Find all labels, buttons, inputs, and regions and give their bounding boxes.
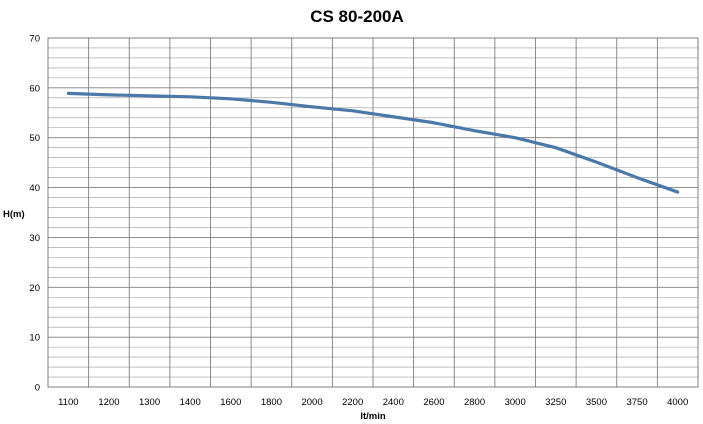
x-tick-label: 2200: [342, 397, 363, 408]
x-tick-label: 2600: [423, 397, 444, 408]
x-tick-label: 3250: [545, 397, 566, 408]
x-tick-label: 1200: [98, 397, 119, 408]
x-tick-label: 1800: [261, 397, 282, 408]
y-tick-label: 20: [29, 283, 40, 294]
y-tick-label: 30: [29, 233, 40, 244]
y-tick-label: 40: [29, 183, 40, 194]
y-tick-label: 70: [29, 34, 40, 45]
x-tick-label: 1300: [139, 397, 160, 408]
x-tick-label: 1600: [220, 397, 241, 408]
series-lines: [66, 91, 680, 194]
x-tick-label: 3000: [505, 397, 526, 408]
y-axis-label: H(m): [3, 209, 25, 220]
y-tick-label: 60: [29, 83, 40, 94]
series-line: [66, 91, 680, 194]
plot-frame: [47, 37, 699, 388]
grid: [47, 37, 699, 388]
x-tick-label: 2000: [301, 397, 322, 408]
y-tick-label: 10: [29, 333, 40, 344]
x-tick-label: 1400: [180, 397, 201, 408]
x-tick-labels: 1100 1200 1300 1400 1600 1800 2000 2200 2400 2600…: [58, 397, 688, 408]
x-tick-label: 4000: [667, 397, 688, 408]
x-axis-label: lt/min: [360, 411, 386, 422]
x-tick-label: 1100: [58, 397, 78, 408]
y-tick-label: 50: [29, 133, 40, 144]
x-tick-label: 3500: [586, 397, 607, 408]
y-tick-label: 0: [35, 383, 40, 394]
x-tick-label: 2400: [383, 397, 404, 408]
x-tick-label: 2800: [464, 397, 485, 408]
y-tick-labels: 0 10 20 30 40 50 60 70: [29, 34, 40, 394]
x-tick-label: 3750: [626, 397, 647, 408]
chart-title: CS 80-200A: [310, 7, 404, 26]
